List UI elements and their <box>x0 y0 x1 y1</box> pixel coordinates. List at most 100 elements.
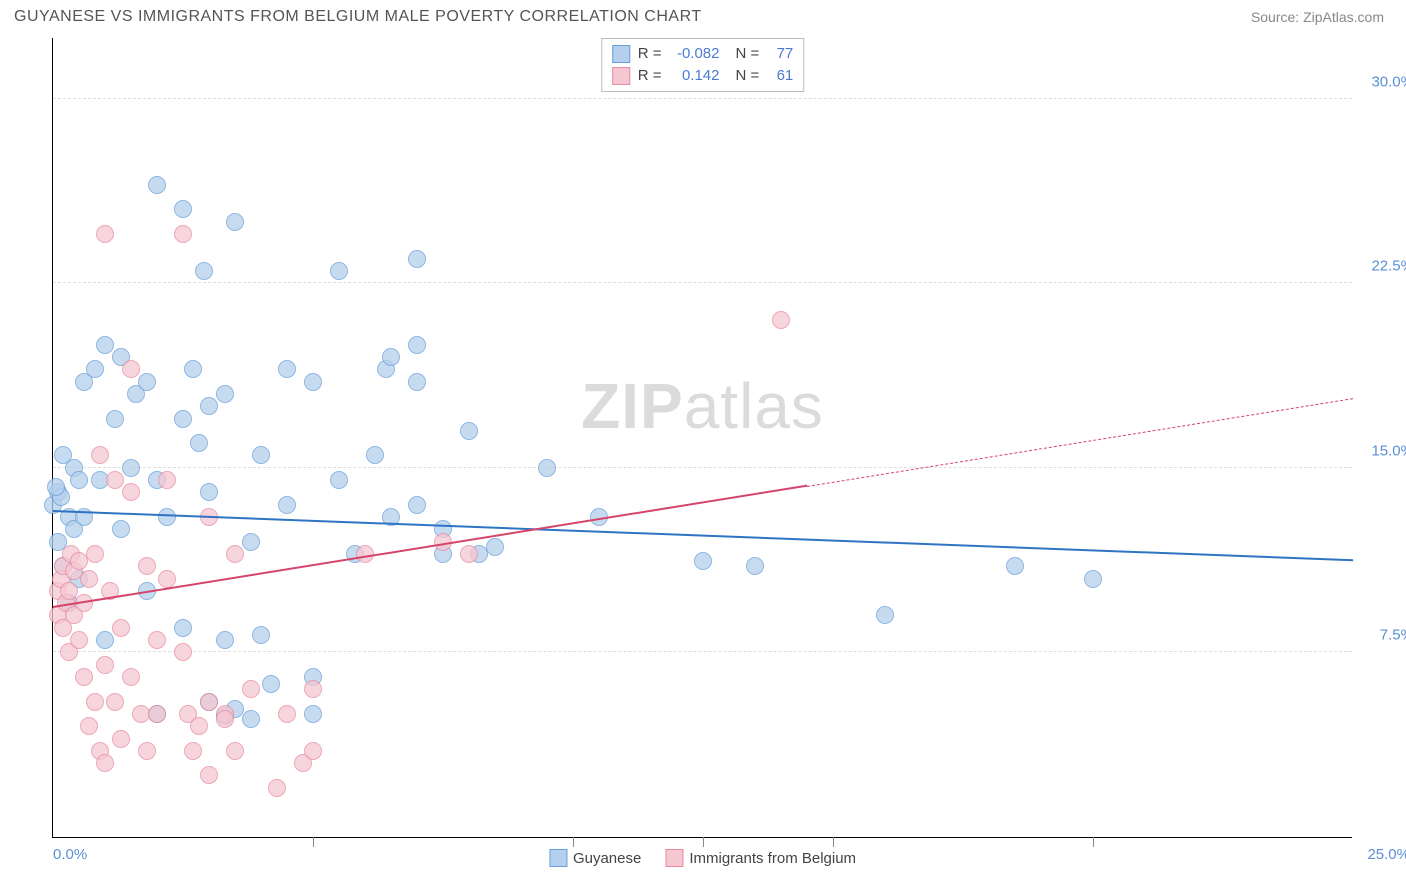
data-point <box>772 311 790 329</box>
data-point <box>158 471 176 489</box>
data-point <box>408 336 426 354</box>
data-point <box>486 538 504 556</box>
data-point <box>122 459 140 477</box>
data-point <box>304 680 322 698</box>
data-point <box>330 262 348 280</box>
data-point <box>70 631 88 649</box>
data-point <box>408 250 426 268</box>
data-point <box>242 533 260 551</box>
data-point <box>158 508 176 526</box>
watermark: ZIPatlas <box>581 369 824 443</box>
data-point <box>226 213 244 231</box>
x-tick-label: 0.0% <box>53 846 87 863</box>
source-label: Source: ZipAtlas.com <box>1251 9 1384 25</box>
data-point <box>91 446 109 464</box>
data-point <box>746 557 764 575</box>
data-point <box>96 631 114 649</box>
data-point <box>252 626 270 644</box>
data-point <box>174 200 192 218</box>
legend-item: Immigrants from Belgium <box>665 849 856 867</box>
data-point <box>138 742 156 760</box>
trend-line <box>807 398 1353 487</box>
data-point <box>112 619 130 637</box>
data-point <box>106 693 124 711</box>
y-tick-label: 15.0% <box>1358 442 1406 459</box>
x-tick <box>1093 837 1094 847</box>
data-point <box>122 668 140 686</box>
data-point <box>96 656 114 674</box>
data-point <box>200 766 218 784</box>
data-point <box>538 459 556 477</box>
data-point <box>330 471 348 489</box>
data-point <box>174 225 192 243</box>
data-point <box>138 557 156 575</box>
data-point <box>75 668 93 686</box>
data-point <box>278 360 296 378</box>
x-tick <box>833 837 834 847</box>
data-point <box>148 176 166 194</box>
data-point <box>200 483 218 501</box>
chart-title: GUYANESE VS IMMIGRANTS FROM BELGIUM MALE… <box>14 8 702 26</box>
data-point <box>262 675 280 693</box>
data-point <box>366 446 384 464</box>
legend-item: Guyanese <box>549 849 641 867</box>
data-point <box>242 680 260 698</box>
data-point <box>304 705 322 723</box>
data-point <box>122 360 140 378</box>
data-point <box>195 262 213 280</box>
series-legend: Guyanese Immigrants from Belgium <box>549 849 856 867</box>
data-point <box>216 710 234 728</box>
data-point <box>174 410 192 428</box>
data-point <box>96 754 114 772</box>
data-point <box>86 360 104 378</box>
data-point <box>278 705 296 723</box>
legend-swatch <box>549 849 567 867</box>
y-tick-label: 30.0% <box>1358 73 1406 90</box>
data-point <box>876 606 894 624</box>
legend-swatch <box>612 67 630 85</box>
data-point <box>148 631 166 649</box>
data-point <box>112 520 130 538</box>
stats-row: R =0.142N =61 <box>612 65 794 87</box>
trend-line <box>53 485 807 608</box>
y-tick-label: 7.5% <box>1358 627 1406 644</box>
data-point <box>184 360 202 378</box>
data-point <box>694 552 712 570</box>
data-point <box>86 693 104 711</box>
data-point <box>174 619 192 637</box>
x-tick <box>313 837 314 847</box>
data-point <box>138 373 156 391</box>
data-point <box>80 717 98 735</box>
data-point <box>460 422 478 440</box>
data-point <box>106 410 124 428</box>
data-point <box>106 471 124 489</box>
data-point <box>304 373 322 391</box>
data-point <box>190 717 208 735</box>
data-point <box>1084 570 1102 588</box>
gridline <box>53 467 1352 468</box>
data-point <box>304 742 322 760</box>
data-point <box>96 225 114 243</box>
data-point <box>1006 557 1024 575</box>
stats-row: R =-0.082N =77 <box>612 43 794 65</box>
data-point <box>122 483 140 501</box>
data-point <box>216 631 234 649</box>
data-point <box>184 742 202 760</box>
data-point <box>60 582 78 600</box>
chart-container: Male Poverty ZIPatlas R =-0.082N =77R =0… <box>14 38 1392 876</box>
data-point <box>226 742 244 760</box>
data-point <box>242 710 260 728</box>
data-point <box>80 570 98 588</box>
data-point <box>96 336 114 354</box>
plot-area: ZIPatlas R =-0.082N =77R =0.142N =61 Guy… <box>52 38 1352 838</box>
data-point <box>408 373 426 391</box>
data-point <box>200 693 218 711</box>
x-tick <box>703 837 704 847</box>
data-point <box>460 545 478 563</box>
data-point <box>216 385 234 403</box>
data-point <box>190 434 208 452</box>
y-tick-label: 22.5% <box>1358 258 1406 275</box>
data-point <box>226 545 244 563</box>
data-point <box>112 730 130 748</box>
data-point <box>86 545 104 563</box>
